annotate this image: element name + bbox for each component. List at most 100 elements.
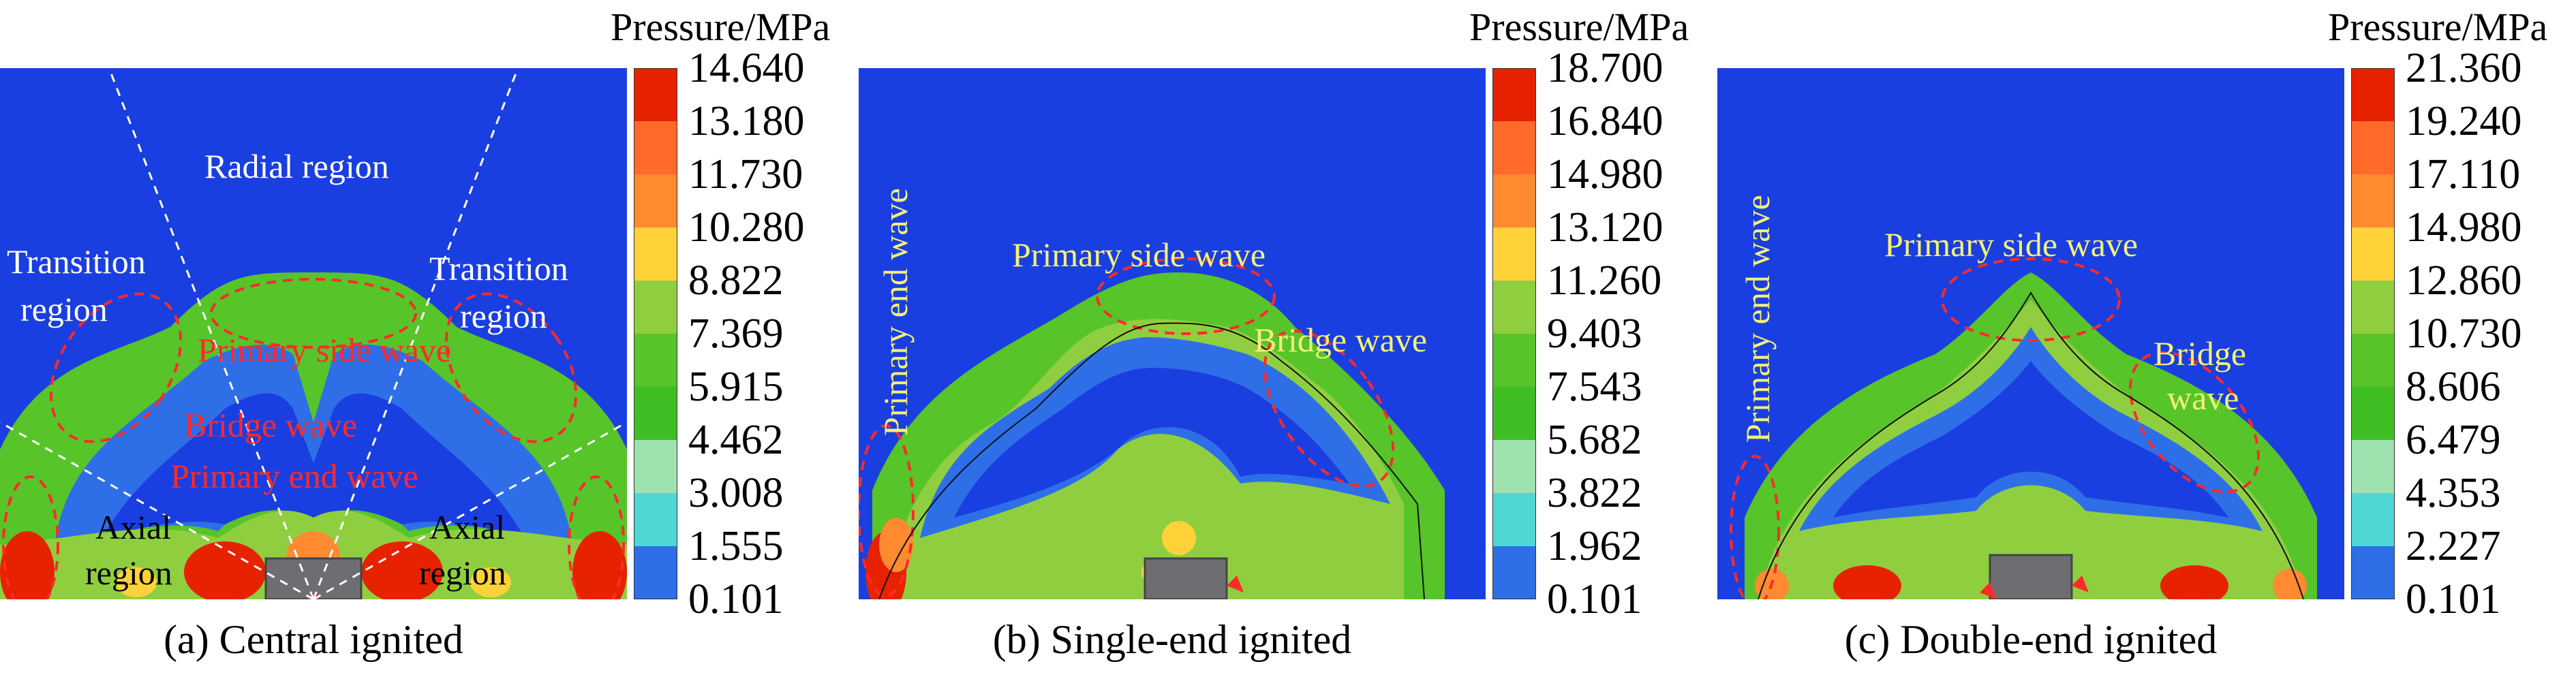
colorbar-band [634, 281, 677, 334]
colorbar [634, 68, 677, 599]
colorbar-border [634, 68, 677, 599]
colorbar-tick: 13.180 [688, 98, 805, 144]
pressure-contour-plot [1717, 68, 2344, 599]
colorbar-tick: 10.730 [2406, 311, 2522, 357]
colorbar-band [634, 227, 677, 281]
colorbar-tick: 14.980 [2406, 204, 2522, 251]
colorbar-ticks: 18.700 16.840 14.980 13.120 11.260 9.403… [1547, 45, 1711, 622]
label-primary-end-wave: Primary end wave [876, 188, 915, 436]
colorbar-band [1492, 334, 1536, 388]
colorbar-tick: 5.915 [688, 364, 784, 410]
colorbar-tick: 12.860 [2406, 257, 2522, 304]
colorbar-band [1492, 493, 1536, 547]
contour-svg [0, 68, 627, 599]
colorbar-band [1492, 174, 1536, 228]
label-bridge-wave-1: Bridge [2153, 334, 2247, 373]
colorbar-band [634, 334, 677, 388]
colorbar-band [2351, 334, 2395, 388]
colorbar-tick: 4.353 [2406, 470, 2501, 516]
colorbar [1492, 68, 1536, 599]
colorbar-tick: 0.101 [1547, 576, 1642, 622]
panel-single-end-ignited: Primary end wave Primary side wave Bridg… [859, 0, 1714, 679]
colorbar-tick: 8.822 [688, 257, 784, 304]
panel-central-ignited: Radial region Transition region Transiti… [0, 0, 855, 679]
colorbar-tick: 13.120 [1547, 204, 1663, 251]
contour-svg [859, 68, 1486, 599]
colorbar-tick: 19.240 [2406, 98, 2522, 144]
colorbar-band [634, 440, 677, 494]
colorbar-tick: 0.101 [2406, 576, 2501, 622]
colorbar-tick: 1.555 [688, 523, 784, 569]
colorbar-band [1492, 121, 1536, 175]
colorbar-tick: 11.260 [1547, 257, 1662, 304]
colorbar-band [2351, 440, 2395, 494]
label-bridge-wave-2: wave [2167, 379, 2239, 417]
panel-caption: (a) Central ignited [164, 617, 463, 662]
pressure-contour-plot [0, 68, 627, 599]
contour-svg [1717, 68, 2344, 599]
colorbar-band [1492, 227, 1536, 281]
colorbar-band [2351, 68, 2395, 122]
colorbar-band [2351, 546, 2395, 599]
colorbar-tick: 8.606 [2406, 364, 2501, 410]
colorbar-band [1492, 387, 1536, 441]
colorbar-tick: 14.640 [688, 45, 805, 91]
colorbar-tick: 6.479 [2406, 417, 2501, 463]
label-axial-right-2: region [419, 554, 506, 592]
colorbar-tick: 9.403 [1547, 311, 1642, 357]
label-primary-end-wave: Primary end wave [170, 457, 418, 495]
colorbar-band [2351, 227, 2395, 281]
colorbar-title: Pressure/MPa [1469, 5, 1689, 49]
colorbar-band [2351, 174, 2395, 228]
label-primary-side-wave: Primary side wave [1884, 225, 2138, 264]
colorbar-ticks: 14.640 13.180 11.730 10.280 8.822 7.369 … [688, 45, 852, 622]
colorbar [2351, 68, 2395, 599]
colorbar-band [2351, 121, 2395, 175]
colorbar-tick: 11.730 [688, 151, 803, 198]
label-transition-left-2: region [20, 290, 108, 328]
colorbar-tick: 3.822 [1547, 470, 1642, 516]
colorbar-band [634, 174, 677, 228]
colorbar-tick: 0.101 [688, 576, 784, 622]
colorbar-tick: 16.840 [1547, 98, 1663, 144]
label-transition-right-1: Transition [429, 249, 568, 287]
colorbar-tick: 7.543 [1547, 364, 1642, 410]
colorbar-tick: 21.360 [2406, 45, 2522, 91]
colorbar-tick: 3.008 [688, 470, 784, 516]
colorbar-band [1492, 281, 1536, 334]
colorbar-band [634, 121, 677, 175]
colorbar-band [634, 387, 677, 441]
panel-caption: (b) Single-end ignited [992, 617, 1352, 662]
colorbar-tick: 14.980 [1547, 151, 1663, 198]
colorbar-title: Pressure/MPa [611, 5, 831, 49]
label-primary-side-wave: Primary side wave [1012, 236, 1266, 274]
colorbar-border [2351, 68, 2395, 599]
colorbar-tick: 5.682 [1547, 417, 1642, 463]
colorbar-tick: 7.369 [688, 311, 784, 357]
label-axial-left-2: region [85, 554, 172, 592]
colorbar-band [634, 493, 677, 547]
label-bridge-wave: Bridge wave [1254, 321, 1428, 359]
label-axial-left-1: Axial [95, 508, 172, 546]
colorbar-band [1492, 68, 1536, 122]
colorbar-tick: 18.700 [1547, 45, 1663, 91]
label-transition-right-2: region [460, 297, 547, 335]
colorbar-tick: 2.227 [2406, 523, 2501, 569]
label-axial-right-1: Axial [429, 508, 506, 546]
colorbar-tick: 17.110 [2406, 151, 2521, 198]
colorbar-tick: 10.280 [688, 204, 805, 251]
colorbar-band [1492, 440, 1536, 494]
colorbar-border [1492, 68, 1536, 599]
colorbar-tick: 4.462 [688, 417, 784, 463]
label-transition-left-1: Transition [7, 242, 146, 281]
pressure-contour-plot [859, 68, 1486, 599]
colorbar-band [1492, 546, 1536, 599]
colorbar-ticks: 21.360 19.240 17.110 14.980 12.860 10.73… [2406, 45, 2569, 622]
colorbar-band [2351, 387, 2395, 441]
panel-double-end-ignited: Primary end wave Primary side wave Bridg… [1717, 0, 2573, 679]
panel-caption: (c) Double-end ignited [1844, 617, 2218, 662]
label-primary-end-wave: Primary end wave [1738, 195, 1777, 443]
colorbar-title: Pressure/MPa [2328, 5, 2548, 49]
colorbar-band [634, 546, 677, 599]
label-bridge-wave: Bridge wave [184, 406, 358, 444]
